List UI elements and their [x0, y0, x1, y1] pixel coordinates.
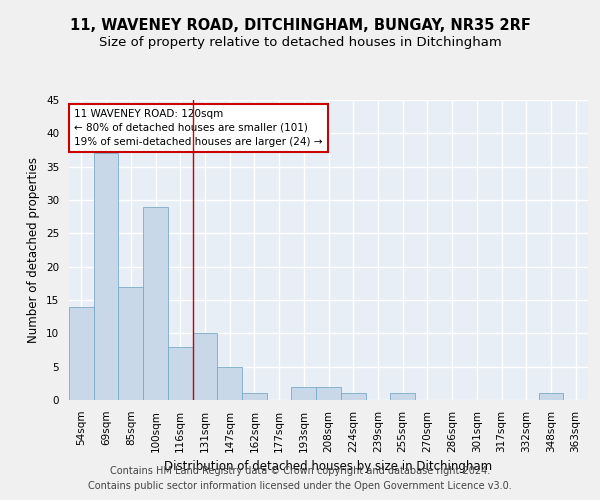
Bar — [316, 386, 341, 400]
Bar — [94, 154, 118, 400]
Bar — [341, 394, 365, 400]
Text: 11, WAVENEY ROAD, DITCHINGHAM, BUNGAY, NR35 2RF: 11, WAVENEY ROAD, DITCHINGHAM, BUNGAY, N… — [70, 18, 530, 32]
Bar — [168, 346, 193, 400]
Bar — [193, 334, 217, 400]
Bar — [143, 206, 168, 400]
Bar — [242, 394, 267, 400]
Text: Size of property relative to detached houses in Ditchingham: Size of property relative to detached ho… — [98, 36, 502, 49]
Y-axis label: Number of detached properties: Number of detached properties — [28, 157, 40, 343]
Text: Contains public sector information licensed under the Open Government Licence v3: Contains public sector information licen… — [88, 481, 512, 491]
Bar — [217, 366, 242, 400]
Text: Contains HM Land Registry data © Crown copyright and database right 2024.: Contains HM Land Registry data © Crown c… — [110, 466, 490, 476]
Bar — [118, 286, 143, 400]
Bar — [539, 394, 563, 400]
Bar — [69, 306, 94, 400]
Text: 11 WAVENEY ROAD: 120sqm
← 80% of detached houses are smaller (101)
19% of semi-d: 11 WAVENEY ROAD: 120sqm ← 80% of detache… — [74, 109, 323, 147]
Bar — [390, 394, 415, 400]
Bar — [292, 386, 316, 400]
X-axis label: Distribution of detached houses by size in Ditchingham: Distribution of detached houses by size … — [164, 460, 493, 473]
